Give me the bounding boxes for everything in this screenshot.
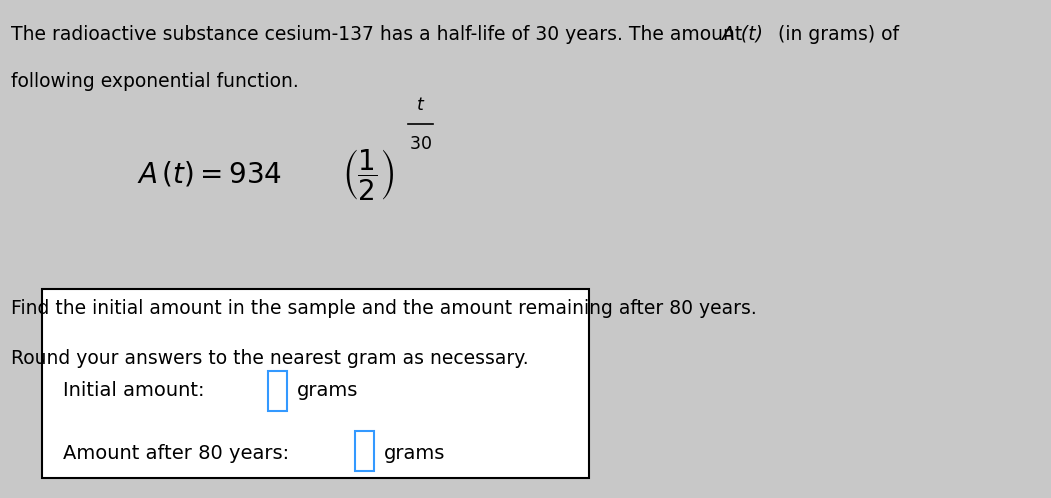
FancyBboxPatch shape [355, 431, 374, 471]
Text: $A\,(t)=934$: $A\,(t)=934$ [137, 160, 282, 189]
Text: grams: grams [384, 444, 445, 463]
Text: $\left(\dfrac{1}{2}\right)$: $\left(\dfrac{1}{2}\right)$ [342, 147, 394, 202]
Text: A (t): A (t) [722, 25, 763, 44]
Text: $t$: $t$ [416, 96, 425, 114]
FancyBboxPatch shape [42, 289, 589, 478]
Text: (in grams) of: (in grams) of [772, 25, 900, 44]
Text: $30$: $30$ [409, 135, 432, 153]
Text: The radioactive substance cesium-137 has a half-life of 30 years. The amount: The radioactive substance cesium-137 has… [11, 25, 747, 44]
FancyBboxPatch shape [268, 371, 287, 411]
Text: grams: grams [296, 381, 357, 400]
Text: Find the initial amount in the sample and the amount remaining after 80 years.: Find the initial amount in the sample an… [11, 299, 757, 318]
Text: Round your answers to the nearest gram as necessary.: Round your answers to the nearest gram a… [11, 349, 529, 368]
Text: following exponential function.: following exponential function. [11, 72, 298, 91]
Text: Initial amount:: Initial amount: [63, 381, 205, 400]
Text: Amount after 80 years:: Amount after 80 years: [63, 444, 289, 463]
